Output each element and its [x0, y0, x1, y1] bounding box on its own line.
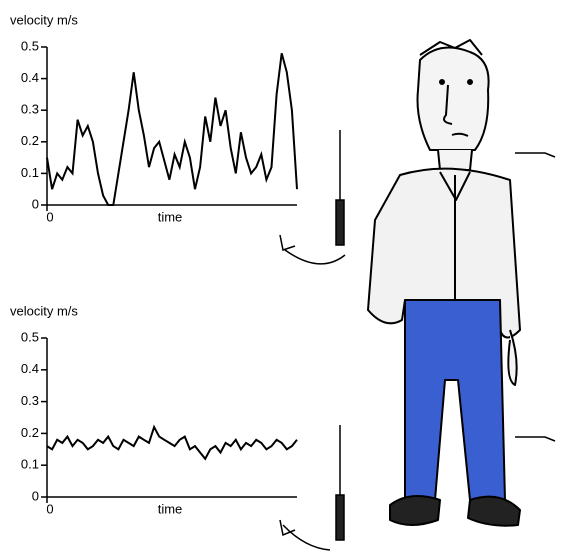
y-tick-label: 0: [32, 196, 39, 211]
x-tick-label: 0: [46, 501, 53, 516]
y-tick-label: 0.1: [21, 165, 39, 180]
y-tick-label: 0.4: [21, 70, 39, 85]
x-tick-label: 0: [46, 209, 53, 224]
man-illustration: [367, 39, 521, 527]
line: [46, 424, 298, 461]
y-tick-label: 0.4: [21, 361, 39, 376]
y-tick-label: 0.3: [21, 102, 39, 117]
probe: [279, 130, 556, 551]
x-axis-label: time: [158, 501, 183, 516]
y-tick-label: 0.3: [21, 393, 39, 408]
y-tick-label: 0.2: [21, 133, 39, 148]
x-axis-label: time: [158, 209, 183, 224]
y-tick-label: 0.2: [21, 425, 39, 440]
y-tick-label: 0.1: [21, 457, 39, 472]
y-tick-label: 0.5: [21, 38, 39, 53]
line: [46, 53, 298, 206]
y-axis-label: velocity m/s: [10, 303, 78, 318]
y-tick-label: 0: [32, 488, 39, 503]
y-tick-label: 0.5: [21, 329, 39, 344]
y-axis-label: velocity m/s: [10, 12, 78, 27]
